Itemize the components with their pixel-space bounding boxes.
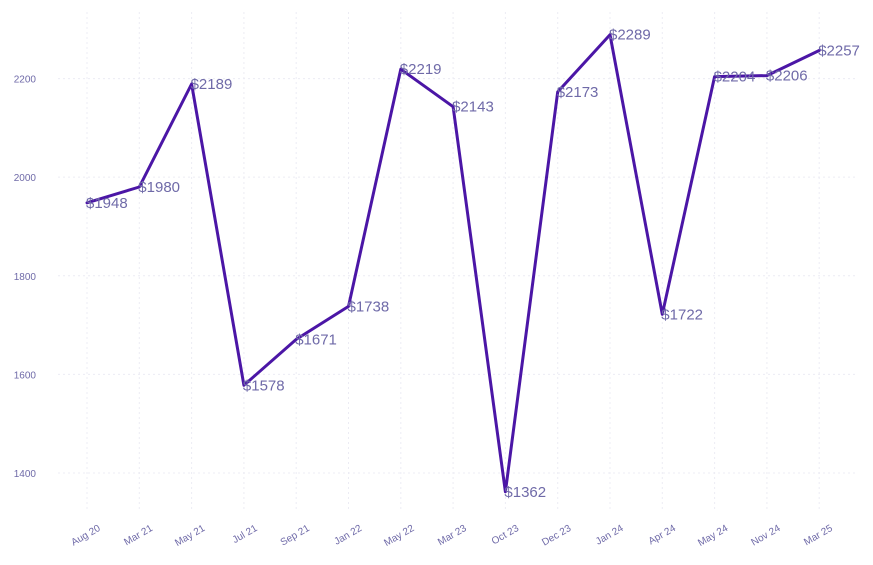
y-tick-label: 1800 — [14, 272, 37, 283]
data-label: $2289 — [609, 27, 651, 44]
y-tick-label: 1600 — [14, 370, 37, 381]
data-label: $2173 — [557, 84, 599, 101]
x-gridlines — [86, 12, 820, 510]
data-label: $1578 — [243, 377, 285, 394]
x-tick-label: Sep 21 — [279, 523, 312, 549]
x-tick-label: May 22 — [382, 523, 416, 549]
data-label: $2257 — [818, 42, 860, 59]
y-gridlines — [58, 78, 858, 474]
x-tick-label: Mar 25 — [802, 523, 835, 548]
data-labels: $1948 $1980 $2189 $1578 $1671 $1738 $2219 $2143… — [86, 27, 860, 501]
data-label: $1722 — [661, 306, 703, 323]
x-tick-label: Oct 23 — [490, 523, 521, 547]
x-tick-label: Jul 21 — [231, 523, 260, 546]
x-tick-label: Mar 21 — [122, 523, 155, 548]
y-tick-label: 1400 — [14, 469, 37, 480]
y-axis-tick-labels: 1400 1600 1800 2000 2200 — [14, 75, 37, 480]
data-label: $1671 — [295, 331, 337, 348]
y-tick-label: 2000 — [14, 173, 37, 184]
data-label: $1738 — [348, 298, 390, 315]
x-tick-label: May 21 — [173, 523, 207, 549]
data-label: $2143 — [452, 99, 494, 116]
x-tick-label: Jan 24 — [594, 523, 626, 548]
x-tick-label: Dec 23 — [540, 523, 573, 549]
data-label: $2189 — [191, 76, 233, 93]
x-tick-label: Jan 22 — [332, 523, 364, 548]
x-tick-label: Nov 24 — [749, 523, 782, 549]
y-tick-label: 2200 — [14, 75, 37, 86]
series-line — [85, 33, 821, 494]
x-axis-tick-labels: Aug 20 Mar 21 May 21 Jul 21 Sep 21 Jan 22 May … — [70, 523, 836, 549]
x-tick-label: May 24 — [696, 523, 730, 549]
data-label: $1362 — [504, 484, 546, 501]
data-label: $1948 — [86, 195, 128, 212]
data-label: $2219 — [400, 61, 442, 78]
data-label: $1980 — [138, 179, 180, 196]
x-tick-label: Mar 23 — [436, 523, 469, 548]
x-tick-label: Aug 20 — [70, 523, 103, 549]
x-tick-label: Apr 24 — [647, 523, 678, 547]
data-label: $2206 — [766, 68, 808, 85]
data-label: $2204 — [714, 69, 756, 86]
